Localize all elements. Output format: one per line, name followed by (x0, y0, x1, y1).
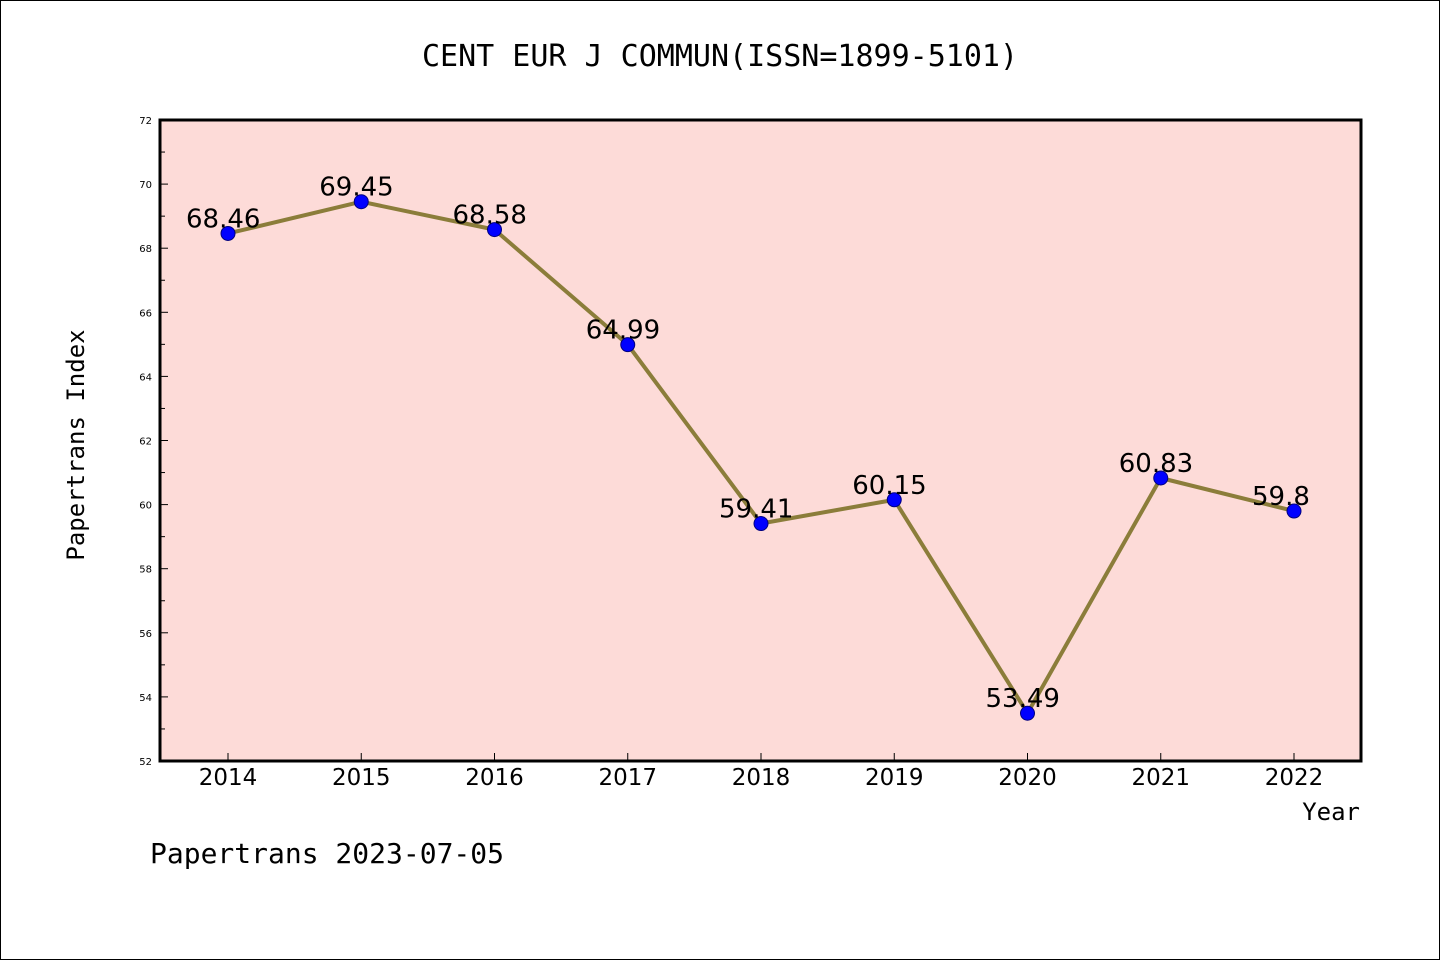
x-tick-label: 2015 (332, 765, 391, 791)
x-tick-label: 2021 (1131, 765, 1190, 791)
x-tick-label: 2014 (199, 765, 258, 791)
y-tick-label: 52 (139, 757, 152, 768)
y-tick-label: 62 (139, 437, 152, 448)
data-label: 59.8 (1252, 482, 1310, 512)
chart-title: CENT EUR J COMMUN(ISSN=1899-5101) (422, 39, 1018, 74)
data-point (487, 222, 502, 238)
y-tick-label: 56 (139, 629, 152, 640)
footer-text: Papertrans 2023-07-05 (150, 837, 504, 870)
y-tick-label: 64 (139, 372, 152, 383)
data-point (753, 516, 769, 532)
x-tick-label: 2018 (732, 765, 791, 791)
series-group: 68.46 69.45 68.58 64.99 59.41 60.15 53.49 60.83… (186, 173, 1310, 721)
data-label: 68.46 (186, 204, 260, 234)
data-point (220, 225, 236, 241)
data-point (1286, 503, 1302, 519)
y-tick-label: 68 (139, 244, 152, 255)
data-label: 69.45 (319, 173, 393, 203)
data-label: 60.83 (1119, 449, 1193, 479)
y-tick-label: 60 (139, 501, 152, 512)
data-point (1153, 470, 1169, 486)
y-tick-label: 54 (139, 693, 152, 704)
y-axis: 52 54 56 58 60 62 64 66 68 70 72 (139, 116, 168, 768)
x-axis-title: Year (1302, 798, 1360, 826)
y-tick-label: 58 (139, 565, 152, 576)
x-tick-label: 2019 (865, 765, 924, 791)
y-tick-label: 72 (139, 116, 152, 127)
data-point (886, 492, 902, 508)
x-tick-label: 2016 (465, 765, 524, 791)
data-label: 64.99 (586, 316, 660, 346)
data-label: 59.41 (719, 495, 793, 525)
y-tick-label: 70 (139, 180, 152, 191)
data-label: 68.58 (453, 201, 527, 231)
x-tick-label: 2020 (998, 765, 1057, 791)
y-axis-title: Papertrans Index (62, 329, 90, 560)
y-tick-label: 66 (139, 308, 152, 319)
data-label: 53.49 (986, 684, 1060, 714)
data-point (1020, 705, 1035, 721)
x-tick-label: 2017 (598, 765, 657, 791)
x-axis: 2014 2015 2016 2017 2018 2019 2020 2021 2022 (199, 753, 1324, 791)
plot-area (158, 118, 1363, 763)
x-tick-label: 2022 (1265, 765, 1324, 791)
data-point (353, 194, 369, 210)
data-label: 60.15 (852, 471, 926, 501)
data-point (620, 337, 636, 353)
